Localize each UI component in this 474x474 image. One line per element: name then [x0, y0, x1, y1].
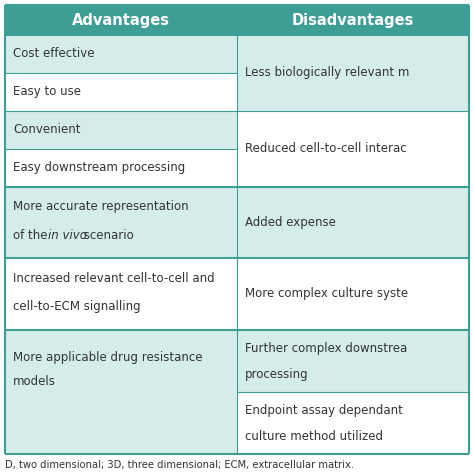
Text: Easy downstream processing: Easy downstream processing: [13, 162, 185, 174]
Text: of the: of the: [13, 229, 51, 242]
Text: scenario: scenario: [80, 229, 134, 242]
Polygon shape: [237, 392, 469, 454]
Polygon shape: [5, 149, 237, 187]
Text: culture method utilized: culture method utilized: [245, 430, 383, 443]
Text: Endpoint assay dependant: Endpoint assay dependant: [245, 404, 407, 417]
Text: Disadvantages: Disadvantages: [292, 12, 414, 27]
Polygon shape: [5, 330, 237, 454]
Text: More accurate representation: More accurate representation: [13, 201, 189, 213]
Polygon shape: [237, 187, 469, 258]
Text: cell-to-ECM signalling: cell-to-ECM signalling: [13, 301, 141, 313]
Text: Reduced cell-to-cell interac: Reduced cell-to-cell interac: [245, 143, 407, 155]
Text: processing: processing: [245, 368, 309, 381]
Polygon shape: [5, 111, 237, 149]
Polygon shape: [5, 187, 237, 258]
Text: More complex culture syste: More complex culture syste: [245, 288, 408, 301]
Text: Added expense: Added expense: [245, 216, 336, 229]
Text: Further complex downstrea: Further complex downstrea: [245, 342, 407, 355]
Text: Convenient: Convenient: [13, 123, 81, 137]
Polygon shape: [5, 258, 237, 330]
Polygon shape: [5, 5, 237, 35]
Text: D, two dimensional; 3D, three dimensional; ECM, extracellular matrix.: D, two dimensional; 3D, three dimensiona…: [5, 460, 354, 470]
Polygon shape: [5, 35, 237, 73]
Polygon shape: [237, 111, 469, 187]
Text: in vivo: in vivo: [48, 229, 87, 242]
Text: Cost effective: Cost effective: [13, 47, 94, 61]
Text: Easy to use: Easy to use: [13, 85, 81, 99]
Text: Advantages: Advantages: [72, 12, 170, 27]
Text: models: models: [13, 375, 56, 388]
Polygon shape: [5, 73, 237, 111]
Text: Increased relevant cell-to-cell and: Increased relevant cell-to-cell and: [13, 272, 215, 285]
Polygon shape: [237, 5, 469, 35]
Polygon shape: [237, 330, 469, 392]
Text: More applicable drug resistance: More applicable drug resistance: [13, 351, 202, 364]
Text: Less biologically relevant m: Less biologically relevant m: [245, 66, 410, 80]
Polygon shape: [237, 258, 469, 330]
Polygon shape: [237, 35, 469, 111]
